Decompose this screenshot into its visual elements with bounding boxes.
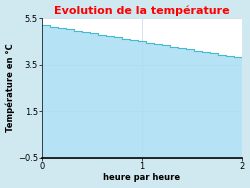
X-axis label: heure par heure: heure par heure (104, 174, 180, 182)
Y-axis label: Température en °C: Température en °C (6, 43, 15, 132)
Title: Evolution de la température: Evolution de la température (54, 6, 230, 16)
